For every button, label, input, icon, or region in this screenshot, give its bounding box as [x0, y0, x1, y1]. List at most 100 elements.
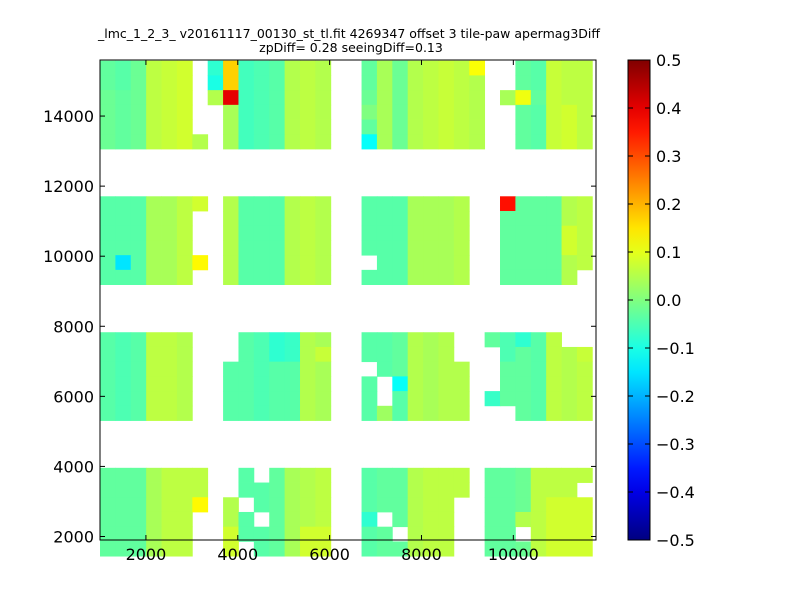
heatmap-cell: [530, 511, 547, 528]
heatmap-cell: [176, 467, 193, 483]
heatmap-cell: [315, 511, 332, 528]
heatmap-cell: [530, 376, 547, 392]
heatmap-cell: [100, 376, 116, 392]
heatmap-cell: [269, 196, 286, 212]
heatmap-cell: [223, 361, 239, 377]
heatmap-cell: [438, 332, 455, 348]
heatmap-cell: [192, 255, 209, 271]
heatmap-cell: [176, 332, 193, 348]
heatmap-cell: [376, 104, 393, 120]
heatmap-cell: [269, 405, 286, 421]
heatmap-cell: [115, 405, 132, 421]
heatmap-cell: [423, 119, 439, 135]
heatmap-cell: [253, 332, 270, 348]
heatmap-cell: [392, 346, 409, 363]
heatmap-cell: [376, 361, 393, 377]
y-tick-label: 6000: [53, 387, 94, 406]
heatmap-cell: [576, 346, 593, 363]
colorbar-tick-label: 0.5: [656, 51, 681, 70]
heatmap-cell: [438, 255, 455, 271]
heatmap-cell: [130, 405, 147, 421]
heatmap-cell: [423, 497, 439, 513]
heatmap-cell: [361, 134, 378, 150]
heatmap-cell: [453, 75, 470, 91]
heatmap-cell: [453, 482, 470, 498]
heatmap-cell: [438, 497, 455, 513]
heatmap-cell: [515, 541, 532, 557]
heatmap-cell: [253, 119, 270, 135]
heatmap-cell: [561, 405, 578, 421]
heatmap-cell: [115, 119, 132, 135]
heatmap-cell: [561, 255, 578, 271]
heatmap-cell: [146, 119, 162, 135]
heatmap-cell: [407, 361, 424, 377]
heatmap-cell: [284, 269, 301, 285]
heatmap-cell: [284, 346, 301, 363]
heatmap-cell: [161, 211, 178, 227]
heatmap-cell: [407, 346, 424, 363]
heatmap-cell: [576, 60, 593, 76]
colorbar-tick-label: 0.4: [656, 99, 681, 118]
heatmap-cell: [469, 75, 486, 91]
heatmap-cell: [100, 60, 116, 76]
heatmap-cell: [253, 361, 270, 377]
heatmap-cell: [515, 405, 532, 421]
heatmap-cell: [223, 255, 239, 271]
heatmap-cell: [361, 391, 378, 407]
heatmap-cell: [546, 467, 562, 483]
heatmap-cell: [130, 104, 147, 120]
heatmap-cell: [100, 119, 116, 135]
heatmap-cell: [561, 391, 578, 407]
x-tick-label: 6000: [309, 545, 350, 564]
heatmap-cell: [161, 467, 178, 483]
heatmap-cell: [392, 104, 409, 120]
heatmap-cell: [161, 376, 178, 392]
heatmap-cell: [115, 511, 132, 528]
heatmap-cell: [161, 346, 178, 363]
heatmap-cell: [269, 391, 286, 407]
heatmap-cell: [115, 211, 132, 227]
heatmap-cell: [315, 119, 332, 135]
heatmap-cell: [100, 405, 116, 421]
heatmap-cell: [546, 497, 562, 513]
heatmap-cell: [376, 211, 393, 227]
heatmap-cell: [238, 119, 255, 135]
heatmap-cell: [284, 211, 301, 227]
heatmap-cell: [561, 467, 578, 483]
heatmap-cell: [576, 240, 593, 256]
heatmap-cell: [515, 90, 532, 106]
heatmap-cell: [453, 391, 470, 407]
heatmap-cell: [500, 211, 516, 227]
heatmap-cell: [284, 119, 301, 135]
heatmap-cell: [361, 526, 378, 542]
heatmap-cell: [530, 526, 547, 542]
heatmap-cell: [438, 104, 455, 120]
heatmap-cell: [284, 225, 301, 241]
heatmap-cell: [284, 376, 301, 392]
heatmap-cell: [223, 196, 239, 212]
heatmap-cell: [223, 90, 239, 106]
heatmap-cell: [300, 90, 316, 106]
heatmap-cell: [376, 196, 393, 212]
heatmap-cell: [238, 391, 255, 407]
y-tick-label: 2000: [53, 527, 94, 546]
heatmap-cell: [453, 196, 470, 212]
heatmap-cell: [315, 211, 332, 227]
heatmap-cell: [253, 405, 270, 421]
heatmap-cell: [130, 60, 147, 76]
heatmap-cell: [392, 240, 409, 256]
heatmap-cell: [576, 361, 593, 377]
heatmap-cell: [269, 269, 286, 285]
heatmap-cell: [438, 60, 455, 76]
heatmap-cell: [284, 482, 301, 498]
heatmap-cell: [176, 119, 193, 135]
heatmap-cell: [469, 90, 486, 106]
heatmap-cell: [361, 497, 378, 513]
heatmap-cell: [223, 240, 239, 256]
heatmap-cell: [500, 240, 516, 256]
heatmap-cell: [130, 482, 147, 498]
heatmap-cell: [500, 196, 516, 212]
heatmap-cell: [546, 269, 562, 285]
heatmap-cell: [469, 104, 486, 120]
heatmap-cell: [146, 225, 162, 241]
